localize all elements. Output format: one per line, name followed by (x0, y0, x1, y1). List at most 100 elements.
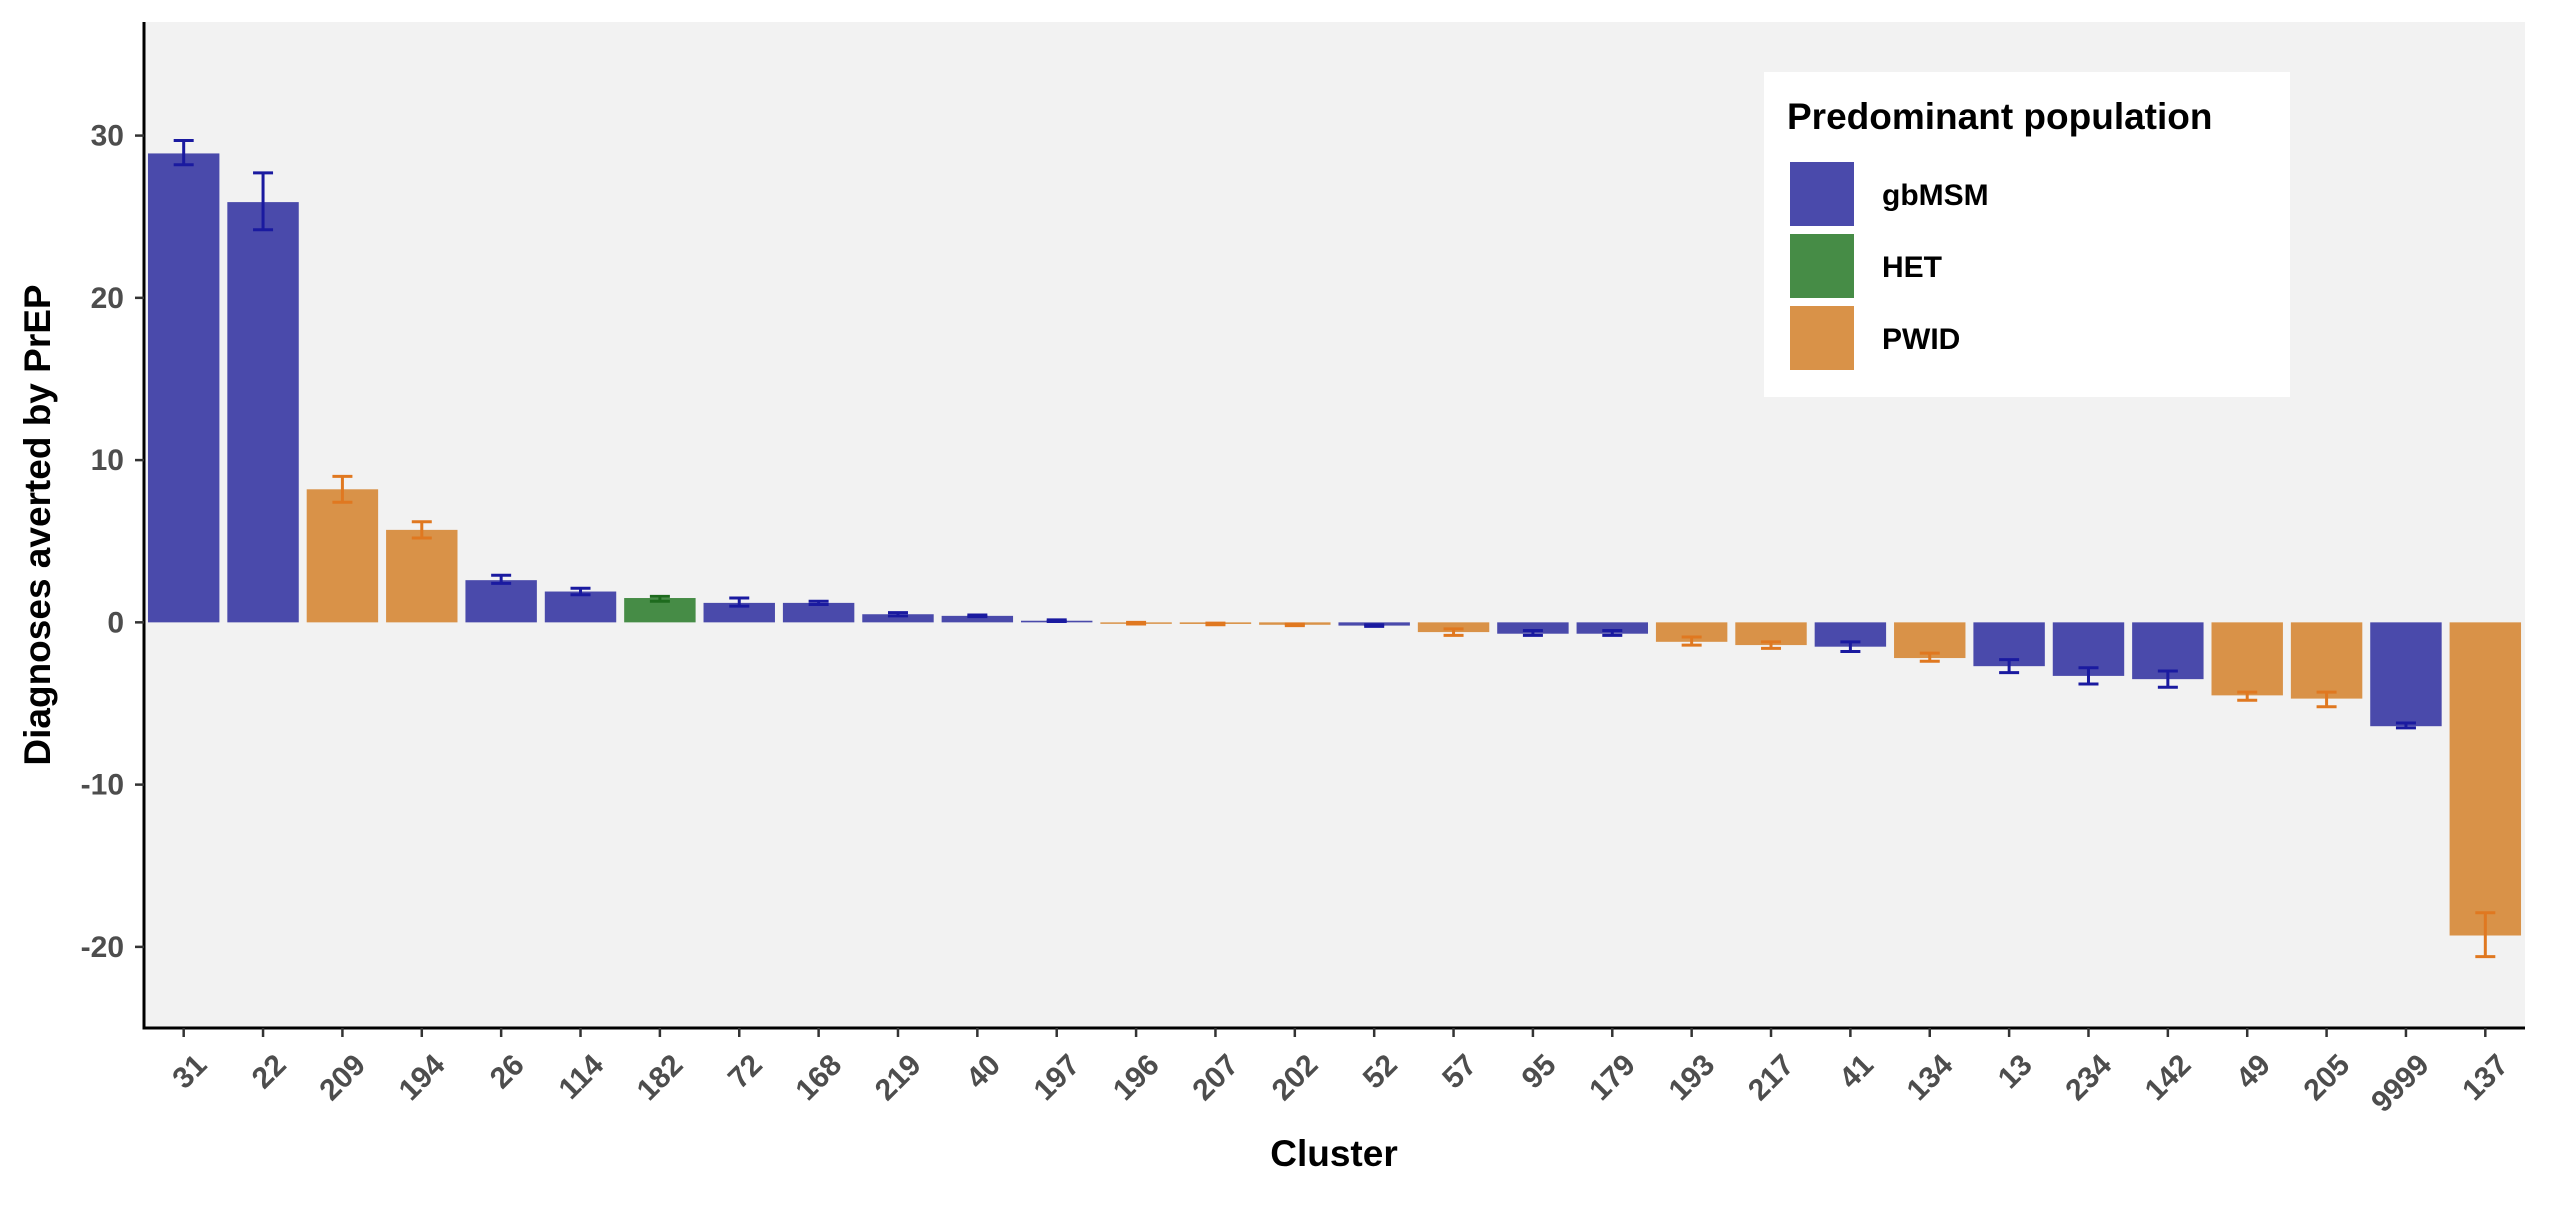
legend-label-HET: HET (1882, 251, 1942, 284)
x-tick-label-57: 57 (1436, 1048, 1483, 1095)
bar-40 (941, 615, 1014, 623)
bar-22 (227, 202, 299, 623)
y-tick-label: 0 (107, 606, 124, 639)
x-tick-label-41: 41 (1833, 1048, 1880, 1095)
errorbar-179 (1602, 628, 1623, 637)
errorbars-layer (173, 138, 2496, 959)
errorbar-168 (808, 599, 829, 607)
bar-49 (2211, 622, 2283, 696)
errorbar-194 (411, 520, 432, 540)
x-tick-label-205: 205 (2298, 1048, 2357, 1107)
x-tick-label-219: 219 (869, 1048, 928, 1107)
errorbar-9999 (2395, 721, 2416, 730)
bar-168 (782, 602, 855, 623)
errorbar-202 (1284, 622, 1305, 628)
legend-entries: gbMSM HET PWID (1788, 160, 1989, 372)
x-tick-label-40: 40 (960, 1048, 1007, 1095)
y-tick-label: 20 (91, 282, 124, 315)
bar-179 (1576, 622, 1648, 634)
y-tick-label: 10 (91, 444, 124, 477)
y-tick-label: -10 (81, 769, 124, 802)
errorbar-40 (967, 613, 988, 619)
errorbar-31 (173, 138, 194, 167)
errorbar-134 (1919, 651, 1940, 663)
x-tick-label-114: 114 (553, 1048, 611, 1106)
x-tick-label-193: 193 (1663, 1048, 1722, 1107)
legend-swatch-gbMSM (1790, 162, 1854, 226)
x-tick-label-182: 182 (631, 1048, 690, 1107)
errorbar-95 (1522, 628, 1543, 637)
errorbar-217 (1761, 640, 1782, 650)
errorbar-72 (729, 596, 750, 608)
x-tick-label-142: 142 (2139, 1048, 2198, 1107)
x-tick-label-134: 134 (1901, 1048, 1960, 1107)
bar-205 (2290, 622, 2363, 699)
errorbar-142 (2157, 669, 2178, 689)
bar-209 (306, 489, 379, 623)
x-tick-label-9999: 9999 (2365, 1048, 2436, 1119)
errorbar-209 (332, 474, 353, 504)
x-tick-label-196: 196 (1107, 1048, 1166, 1107)
x-tick-label-179: 179 (1583, 1048, 1642, 1107)
bar-57 (1417, 622, 1490, 633)
x-ticks: 31 22 209 194 26 114 182 72 168 219 40 197 196 207 202… (166, 1028, 2515, 1119)
y-axis-title: Diagnoses averted by PrEP (17, 284, 58, 765)
bar-72 (703, 602, 775, 623)
x-axis-title: Cluster (1270, 1133, 1397, 1174)
errorbar-52 (1364, 623, 1385, 628)
errorbar-197 (1046, 618, 1067, 624)
legend: Predominant population gbMSM HET PWID (1764, 72, 2290, 397)
x-tick-label-207: 207 (1186, 1048, 1245, 1107)
legend-swatch-PWID (1790, 306, 1854, 370)
bar-31 (147, 153, 220, 623)
x-tick-label-137: 137 (2456, 1048, 2515, 1107)
errorbar-137 (2475, 911, 2496, 959)
bar-95 (1497, 622, 1569, 634)
errorbar-114 (570, 586, 591, 597)
x-tick-label-72: 72 (722, 1048, 769, 1095)
errorbar-196 (1126, 620, 1147, 626)
errorbar-234 (2078, 666, 2099, 686)
x-tick-label-234: 234 (2059, 1048, 2118, 1107)
errorbar-22 (253, 171, 274, 232)
x-tick-label-13: 13 (1992, 1048, 2039, 1095)
errorbar-26 (491, 573, 512, 585)
x-tick-label-209: 209 (313, 1048, 372, 1107)
errorbar-205 (2316, 690, 2337, 709)
y-tick-label: 30 (91, 120, 124, 153)
bar-26 (465, 580, 537, 623)
legend-label-gbMSM: gbMSM (1882, 179, 1989, 212)
bar-219 (862, 614, 934, 623)
x-tick-label-194: 194 (393, 1048, 452, 1107)
x-tick-label-49: 49 (2230, 1048, 2277, 1095)
legend-swatch-HET (1790, 234, 1854, 298)
y-ticks: -20 -10 0 10 20 30 (81, 120, 144, 964)
errorbar-57 (1443, 627, 1464, 637)
bar-137 (2449, 622, 2522, 936)
x-tick-label-26: 26 (484, 1048, 531, 1095)
x-tick-label-31: 31 (166, 1048, 213, 1095)
y-tick-label: -20 (81, 931, 124, 964)
x-tick-label-217: 217 (1742, 1048, 1801, 1107)
legend-label-PWID: PWID (1882, 323, 1960, 356)
errorbar-49 (2237, 690, 2258, 702)
errorbar-41 (1840, 640, 1861, 654)
errorbar-207 (1205, 621, 1226, 627)
x-tick-label-197: 197 (1028, 1048, 1087, 1107)
bar-9999 (2370, 622, 2442, 727)
bar-193 (1655, 622, 1728, 642)
x-tick-label-22: 22 (246, 1048, 293, 1095)
errorbar-13 (1999, 658, 2020, 675)
x-tick-label-95: 95 (1516, 1048, 1563, 1095)
x-tick-label-168: 168 (790, 1048, 849, 1107)
x-tick-label-52: 52 (1357, 1048, 1404, 1095)
errorbar-193 (1681, 635, 1702, 647)
errorbar-219 (887, 611, 908, 618)
bar-194 (386, 529, 458, 623)
bar-217 (1735, 622, 1807, 646)
x-tick-label-202: 202 (1266, 1048, 1325, 1107)
bar-114 (544, 591, 617, 623)
legend-title: Predominant population (1787, 96, 2212, 137)
